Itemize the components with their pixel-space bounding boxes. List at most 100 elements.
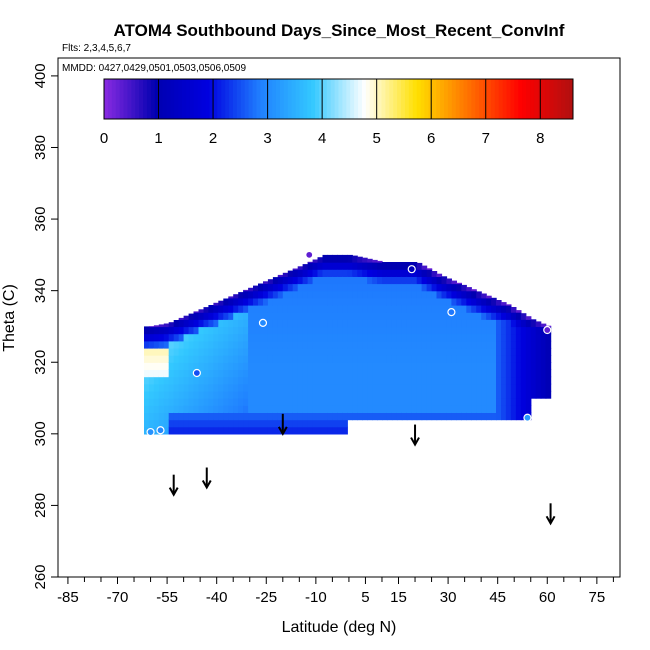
heatmap-cell: [272, 290, 279, 299]
heatmap-cell: [491, 355, 497, 363]
heatmap-cell: [277, 326, 284, 335]
heatmap-cell: [188, 398, 195, 406]
colorbar-segment: [412, 79, 418, 119]
heatmap-cell: [476, 390, 482, 399]
heatmap-cell: [238, 405, 244, 413]
heatmap-cell: [352, 405, 358, 413]
heatmap-cell: [515, 340, 522, 349]
heatmap-cell: [218, 333, 224, 342]
heatmap-cell: [510, 383, 517, 392]
heatmap-cell: [223, 426, 229, 435]
heatmap-cell: [342, 369, 348, 378]
heatmap-cell: [505, 383, 512, 392]
heatmap-cell: [466, 405, 472, 413]
tropopause-arrow-layer: [168, 413, 556, 526]
data-marker: [305, 250, 314, 259]
heatmap-cell: [228, 426, 234, 435]
heatmap-cell: [441, 347, 448, 356]
heatmap-cell: [441, 412, 448, 421]
heatmap-cell: [446, 412, 452, 421]
heatmap-cell: [193, 355, 200, 363]
heatmap-cell: [332, 269, 338, 277]
heatmap-cell: [238, 383, 244, 392]
heatmap-cell: [327, 390, 333, 399]
heatmap-cell: [213, 319, 219, 328]
heatmap-cell: [501, 333, 507, 342]
heatmap-cell: [372, 340, 378, 349]
heatmap-cell: [228, 405, 234, 413]
heatmap-cell: [302, 305, 309, 313]
heatmap-cell: [307, 312, 314, 320]
heatmap-cell: [456, 347, 462, 356]
heatmap-cell: [525, 362, 532, 370]
heatmap-cell: [193, 362, 200, 370]
heatmap-cell: [272, 305, 279, 313]
heatmap-cell: [471, 333, 477, 342]
heatmap-cell: [163, 419, 170, 428]
heatmap-cell: [367, 290, 373, 299]
heatmap-cell: [406, 297, 413, 306]
heatmap-cell: [446, 383, 452, 392]
heatmap-cell: [213, 355, 219, 363]
heatmap-cell: [471, 290, 477, 299]
heatmap-cell: [367, 297, 373, 306]
x-tick-label: -70: [107, 589, 129, 606]
heatmap-cell: [228, 383, 234, 392]
heatmap-cell: [416, 405, 423, 413]
colorbar-segment: [338, 79, 343, 119]
heatmap-cell: [505, 390, 512, 399]
heatmap-cell: [352, 390, 358, 399]
heatmap-cell: [401, 398, 408, 406]
heatmap-cell: [327, 312, 333, 320]
heatmap-cell: [396, 319, 403, 328]
heatmap-cell: [297, 419, 304, 428]
heatmap-cell: [342, 426, 348, 435]
heatmap-cell: [337, 290, 343, 299]
heatmap-cell: [362, 283, 368, 292]
heatmap-cell: [486, 355, 492, 363]
heatmap-cell: [208, 340, 214, 349]
heatmap-cell: [431, 283, 438, 292]
heatmap-cell: [441, 305, 448, 313]
heatmap-cell: [471, 289, 477, 292]
heatmap-cell: [372, 297, 378, 306]
heatmap-cell: [297, 369, 304, 378]
heatmap-cell: [545, 369, 552, 378]
heatmap-cell: [426, 290, 433, 299]
heatmap-cell: [183, 347, 190, 356]
heatmap-cell: [312, 426, 319, 435]
heatmap-cell: [481, 405, 487, 413]
heatmap-cell: [153, 398, 160, 406]
heatmap-cell: [461, 290, 467, 299]
heatmap-cell: [421, 333, 428, 342]
y-tick-label: 400: [32, 63, 49, 88]
heatmap-cell: [337, 398, 343, 406]
heatmap-cell: [342, 333, 348, 342]
heatmap-cell: [173, 340, 180, 349]
heatmap-cell: [307, 305, 314, 313]
heatmap-cell: [476, 326, 482, 335]
heatmap-cell: [431, 340, 438, 349]
heatmap-cell: [367, 326, 373, 335]
heatmap-cell: [297, 319, 304, 328]
x-axis: -85 -70 -55 -40 -25 -10 5 15 30 45 60 75: [57, 577, 614, 606]
heatmap-cell: [347, 326, 353, 335]
heatmap-cell: [456, 333, 462, 342]
heatmap-cell: [411, 355, 418, 363]
heatmap-cell: [391, 312, 398, 320]
heatmap-cell: [327, 269, 333, 277]
heatmap-cell: [411, 405, 418, 413]
heatmap-cell: [322, 283, 329, 292]
colorbar-frame: [103, 78, 574, 120]
heatmap-cell: [258, 405, 264, 413]
heatmap-cell: [218, 319, 224, 328]
heatmap-cell: [486, 297, 492, 306]
heatmap-cell: [158, 405, 165, 413]
chart-title: ATOM4 Southbound Days_Since_Most_Recent_…: [114, 21, 565, 40]
heatmap-cell: [396, 297, 403, 306]
heatmap-cell: [248, 383, 254, 392]
heatmap-cell: [461, 340, 467, 349]
heatmap-cell: [337, 347, 343, 356]
heatmap-cell: [238, 362, 244, 370]
heatmap-cell: [183, 419, 190, 428]
